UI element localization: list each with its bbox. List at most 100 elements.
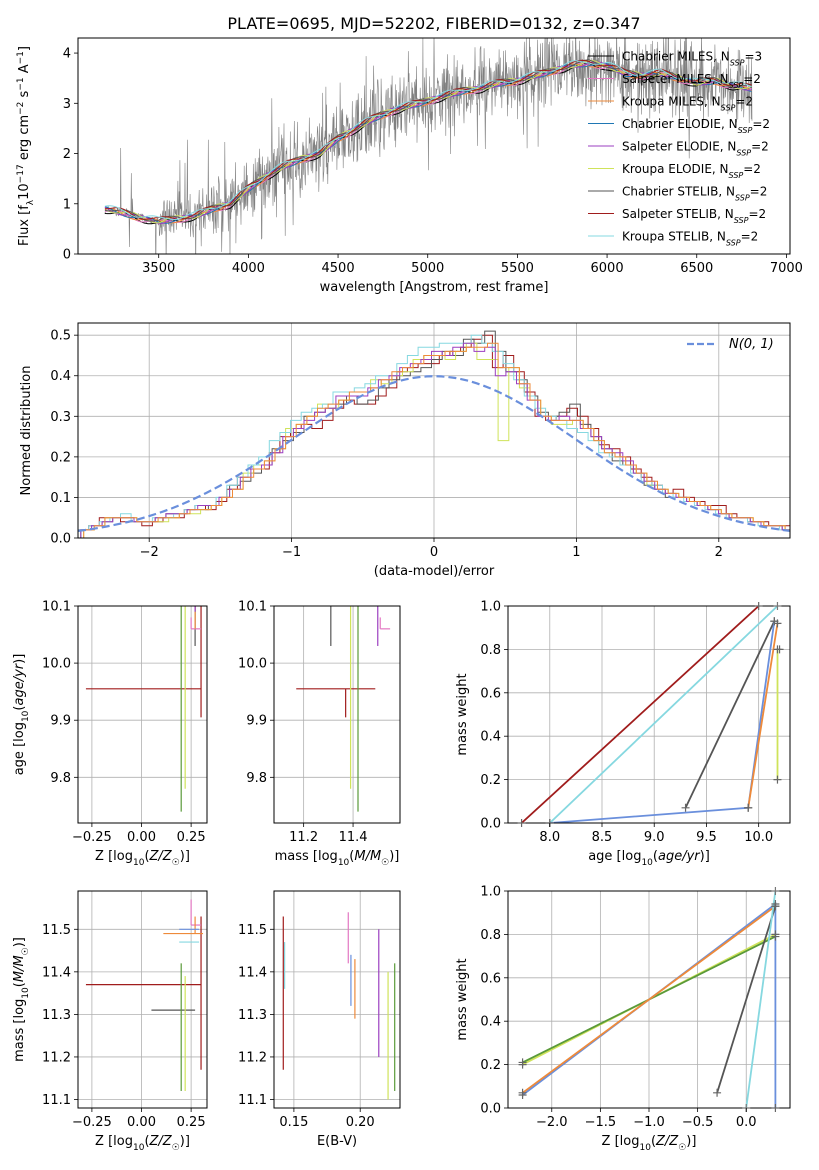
axes-age-vs-mass: 11.2 11.4 9.8 9.9 10.0 10.1 mass [log10(M/M☉)] <box>238 600 401 868</box>
y-axis-label-part: A <box>17 64 32 77</box>
legend-entry: Chabrier MILES, NSSP=3 <box>622 50 762 68</box>
y-axis-label-part: ( <box>12 982 27 987</box>
frame <box>77 605 208 824</box>
axes-residuals: −2 −1 0 1 2 0.0 0.1 0.2 0.3 0.4 0.5 (data-model)/er… <box>19 322 791 579</box>
y-tick-label: 1.0 <box>480 885 501 900</box>
histogram-step-5 <box>83 342 790 538</box>
spectrum-data-line <box>104 38 753 254</box>
x-axis-label-part: ( <box>144 1134 149 1149</box>
weight-line-0 <box>520 606 760 823</box>
histogram-step-4 <box>80 342 790 538</box>
plot-area <box>282 912 396 1100</box>
x-tick-label: 0.15 <box>279 1115 308 1130</box>
y-tick-label: 0.0 <box>480 1102 501 1117</box>
frame <box>273 605 401 824</box>
legend-entry-name: Salpeter MILES, N <box>622 72 729 86</box>
histogram-step-1 <box>80 330 790 538</box>
x-tick-label: −0.25 <box>72 830 112 845</box>
weight-marker-2 <box>681 803 690 812</box>
x-axis-label: Z [log10(Z/Z☉)] <box>95 849 190 868</box>
y-axis-label-part: )] <box>12 654 27 664</box>
frame <box>507 605 791 824</box>
weight-marker-0 <box>754 602 763 610</box>
x-tick-label: 1 <box>572 545 580 560</box>
legend-count: =2 <box>743 72 761 86</box>
weight-marker-1 <box>773 602 782 610</box>
legend-entry-name: Kroupa MILES, N <box>622 95 721 109</box>
x-axis-label-part: 10 <box>641 858 653 868</box>
x-axis-label-part: Z [log <box>602 1134 640 1149</box>
axes-mass-vs-EBV: 0.15 0.20 11.1 11.2 11.3 11.4 11.5 E(B-V) <box>238 890 401 1149</box>
axes-spectrum: 3500 4000 4500 5000 5500 6000 6500 7000 0 1 2 3 4 wav… <box>16 37 803 295</box>
x-axis-label-part: Z/Z <box>149 1134 173 1149</box>
x-axis-label-part: age [log <box>588 849 641 864</box>
x-tick-label: 0 <box>430 545 438 560</box>
y-tick-label: 10.1 <box>42 600 71 615</box>
y-axis-label-part: Normed distribution <box>19 366 34 496</box>
y-axis-label-part: −1 <box>16 51 26 64</box>
legend-entry-name: Chabrier MILES, N <box>622 50 730 64</box>
y-tick-label: 9.9 <box>246 714 267 729</box>
y-axis-label-part: Flux [f <box>17 205 32 246</box>
x-axis-label-part: 10 <box>133 1143 145 1153</box>
y-axis-label-part: M/M <box>12 955 27 982</box>
x-axis-label-part: ☉ <box>381 858 389 868</box>
x-axis-label-part: )] <box>700 849 710 864</box>
x-axis-label-part: Z [log <box>95 849 133 864</box>
plot-area <box>85 606 202 812</box>
x-axis-label-part: Z [log <box>95 1134 133 1149</box>
weight-marker-1 <box>771 932 780 941</box>
y-tick-label: 11.5 <box>238 923 267 938</box>
x-axis-label-part: 10 <box>639 1143 651 1153</box>
y-axis-label-part: −1 <box>16 77 26 90</box>
y-axis-label-part: )] <box>12 937 27 947</box>
x-tick-label: 9.0 <box>644 830 665 845</box>
y-tick-label: 0.2 <box>480 773 501 788</box>
legend-count: =2 <box>735 95 753 109</box>
x-tick-label: 6500 <box>680 261 713 276</box>
x-axis-label-part: ( <box>144 849 149 864</box>
x-axis-label-part: ☉ <box>172 858 180 868</box>
y-tick-label: 11.3 <box>238 1008 267 1023</box>
weight-marker-4 <box>773 619 782 628</box>
y-axis-label: Normed distribution <box>19 366 34 496</box>
legend-entry: Chabrier STELIB, NSSP=2 <box>622 185 767 203</box>
x-tick-label: 4500 <box>322 261 355 276</box>
y-tick-label: 0.0 <box>480 817 501 832</box>
axes-frame <box>273 605 401 824</box>
y-tick-label: 9.8 <box>50 771 71 786</box>
y-axis-label-part: −2 <box>16 102 26 115</box>
y-tick-label: 4 <box>63 47 71 62</box>
y-tick-label: 0.8 <box>480 643 501 658</box>
legend-entry: Kroupa ELODIE, NSSP=2 <box>622 162 761 180</box>
legend-sub: SSP <box>734 216 749 225</box>
y-tick-label: 0.4 <box>50 369 71 384</box>
x-axis-label-part: (data-model)/error <box>374 564 495 579</box>
y-tick-label: 11.2 <box>42 1050 71 1065</box>
legend-entry: Salpeter STELIB, NSSP=2 <box>622 207 766 225</box>
x-axis-label-part: )] <box>180 849 190 864</box>
plot-area <box>85 899 204 1091</box>
axes-mass-weight-vs-Z: −2.0 −1.5 −1.0 −0.5 0.0 0.0 0.2 0.4 0.6 0.8 1.0 Z [… <box>455 885 791 1153</box>
x-tick-label: −0.25 <box>72 1115 112 1130</box>
y-tick-label: 0.1 <box>50 491 71 506</box>
x-axis-label-part: M/M <box>354 849 381 864</box>
frame <box>77 890 208 1109</box>
legend-entry: Chabrier ELODIE, NSSP=2 <box>622 117 770 135</box>
y-tick-label: 11.1 <box>42 1093 71 1108</box>
legend-entry-name: Kroupa ELODIE, N <box>622 162 729 176</box>
y-axis-label-part: ] <box>17 46 32 51</box>
weight-marker-0 <box>517 819 526 827</box>
normal-curve <box>78 375 790 532</box>
x-axis-label: Z [log10(Z/Z☉)] <box>602 1134 697 1153</box>
y-tick-label: 0.5 <box>50 329 71 344</box>
plot-area <box>104 38 753 254</box>
figure-title: PLATE=0695, MJD=52202, FIBERID=0132, z=0… <box>227 14 640 33</box>
legend-sub: SSP <box>721 103 736 112</box>
legend-entry-name: Chabrier STELIB, N <box>622 185 735 199</box>
x-axis-label-part: 10 <box>338 858 350 868</box>
y-tick-label: 0.4 <box>480 1015 501 1030</box>
x-axis-label: Z [log10(Z/Z☉)] <box>95 1134 190 1153</box>
y-axis-label-part: mass weight <box>455 673 470 755</box>
x-tick-label: 3500 <box>142 261 175 276</box>
